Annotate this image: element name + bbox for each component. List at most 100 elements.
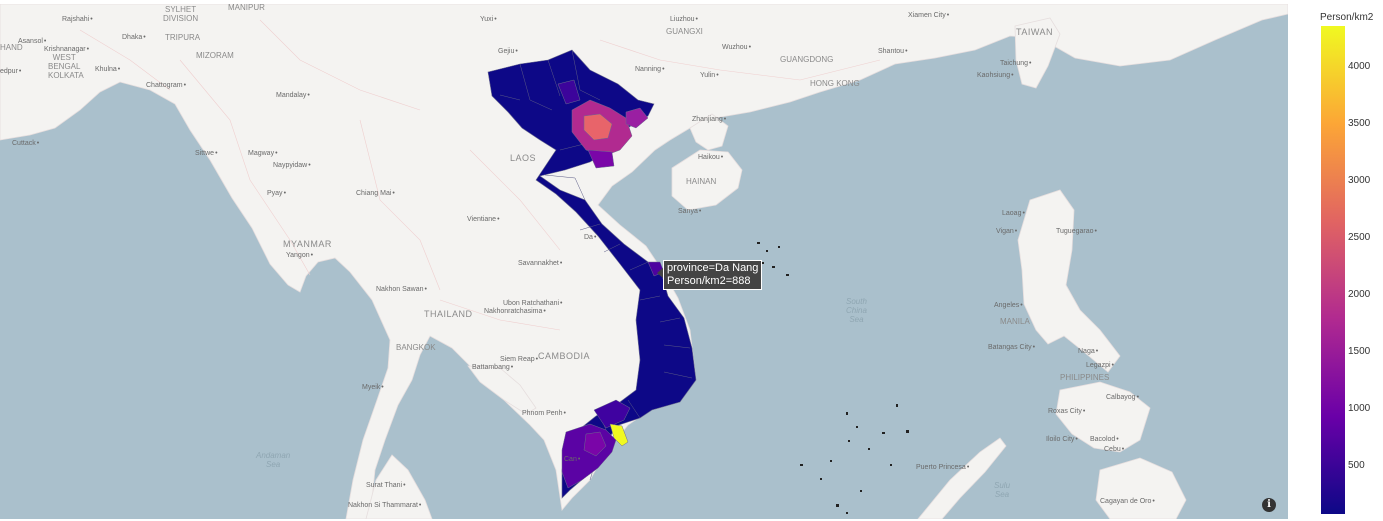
label-siem-reap: Siem Reap [500,356,538,363]
label-yangon: Yangon [286,252,313,259]
label-laos: LAOS [510,153,537,163]
label-nanning: Nanning [635,66,665,73]
colorbar-tick-2000: 2000 [1348,289,1371,301]
info-icon[interactable]: i [1262,498,1276,512]
label-mandalay: Mandalay [276,92,310,99]
label-vientiane: Vientiane [467,216,500,223]
label-taichung: Taichung [1000,60,1031,67]
label-angeles: Angeles [994,302,1023,309]
land-mindanao [1095,457,1187,519]
label-liuzhou: Liuzhou [670,16,698,23]
province-borders [499,49,693,481]
colorbar-tick-500: 500 [1348,460,1365,472]
label-philippines: PHILIPPINES [1060,373,1110,382]
label-myanmar: MYANMAR [283,239,332,249]
label-hand: HAND [0,43,23,52]
tooltip-province: province=Da Nang [667,262,759,274]
colorbar-tick-3500: 3500 [1348,118,1371,130]
hover-tooltip: province=Da Nang Person/km2=888 [663,260,763,290]
label-tripura: TRIPURA [165,33,201,42]
label-can-tho: Can [564,456,580,463]
label-gejiu: Gejiu [498,48,518,55]
north-mid-a[interactable] [557,79,581,105]
label-kaohsiung: Kaohsiung [977,72,1014,79]
label-nakhonratchasima: Nakhonratchasima [484,308,546,315]
label-nakhon-sawan: Nakhon Sawan [376,286,427,293]
ho-chi-minh-city[interactable] [609,423,629,447]
colorbar-tick-4000: 4000 [1348,61,1371,73]
label-cagayan: Cagayan de Oro [1100,498,1155,505]
label-battambang: Battambang [472,364,513,371]
label-sulu-sea: Sulu Sea [994,481,1011,499]
label-manila: MANILA [1000,317,1030,326]
haiphong-region[interactable] [625,107,649,129]
label-mizoram: MIZORAM [196,51,234,60]
colorbar-tick-3000: 3000 [1348,175,1371,187]
label-xiamen: Xiamen City [908,12,949,19]
label-hainan: HAINAN [686,177,717,186]
admin-boundaries [79,19,881,331]
map-canvas[interactable]: Rajshahi SYLHET DIVISION MANIPUR Dhaka T… [0,4,1288,519]
label-zhanjiang: Zhanjiang [692,116,726,123]
label-nakhon-si: Nakhon Si Thammarat [348,502,421,509]
mekong-delta-b[interactable] [583,431,607,457]
label-magway: Magway [248,150,278,157]
label-cambodia: CAMBODIA [538,351,591,361]
label-naga: Naga [1078,348,1098,355]
southeast-region[interactable] [593,399,631,429]
label-cebu: Cebu [1104,446,1124,453]
label-puerto-princesa: Puerto Princesa [916,464,969,471]
label-sanya: Sanya [678,208,701,215]
label-sylhet-division: SYLHET DIVISION [163,5,199,23]
label-tuguegarao: Tuguegarao [1056,228,1097,235]
land-palawan [917,437,1007,519]
label-iloilo: Iloilo City [1046,436,1078,443]
label-kolkata: KOLKATA [48,71,84,80]
label-dhaka: Dhaka [122,34,146,41]
label-andaman-sea: Andaman Sea [256,451,291,469]
label-chiang-mai: Chiang Mai [356,190,395,197]
land-leizhou [689,113,729,151]
label-roxas: Roxas City [1048,408,1085,415]
label-surat-thani: Surat Thani [366,482,406,489]
land-hainan [671,149,743,211]
label-da: Da [584,234,596,241]
label-yuxi: Yuxi [480,16,497,23]
label-wuzhou: Wuzhou [722,44,751,51]
label-south-china-sea: South China Sea [846,297,867,324]
colorbar-title: Person/km2 [1320,12,1374,23]
label-taiwan: TAIWAN [1016,27,1053,37]
colorbar [1321,26,1345,514]
delta-south[interactable] [587,149,615,169]
label-krishnanagar: Krishnanagar [44,46,89,53]
label-myeik: Myeik [362,384,384,391]
label-thailand: THAILAND [424,309,473,319]
colorbar-tick-2500: 2500 [1348,232,1371,244]
label-savannakhet: Savannakhet [518,260,562,267]
label-sittwe: Sittwe [195,150,218,157]
colorbar-tick-1000: 1000 [1348,403,1371,415]
tooltip-pointer [657,268,663,278]
label-manipur: MANIPUR [228,4,265,12]
label-naypyidaw: Naypyidaw [273,162,311,169]
label-batangas: Batangas City [988,344,1035,351]
label-phnom-penh: Phnom Penh [522,410,566,417]
label-guangdong: GUANGDONG [780,55,834,64]
label-shantou: Shantou [878,48,908,55]
tooltip-value: Person/km2=888 [667,275,751,287]
label-ubon: Ubon Ratchathani [503,300,563,307]
label-asansol: Asansol [18,38,46,45]
label-hong-kong: HONG KONG [810,79,860,88]
label-edpur: edpur [0,68,21,75]
label-cuttack: Cuttack [12,140,39,147]
hanoi-region[interactable] [583,113,613,141]
map-basemap [0,4,1288,519]
label-bangkok: BANGKOK [396,343,436,352]
label-rajshahi: Rajshahi [62,16,93,23]
label-vigan: Vigan [996,228,1017,235]
colorbar-tick-1500: 1500 [1348,346,1371,358]
label-laoag: Laoag [1002,210,1025,217]
label-yulin: Yulin [700,72,719,79]
label-chattogram: Chattogram [146,82,186,89]
label-pyay: Pyay [267,190,286,197]
